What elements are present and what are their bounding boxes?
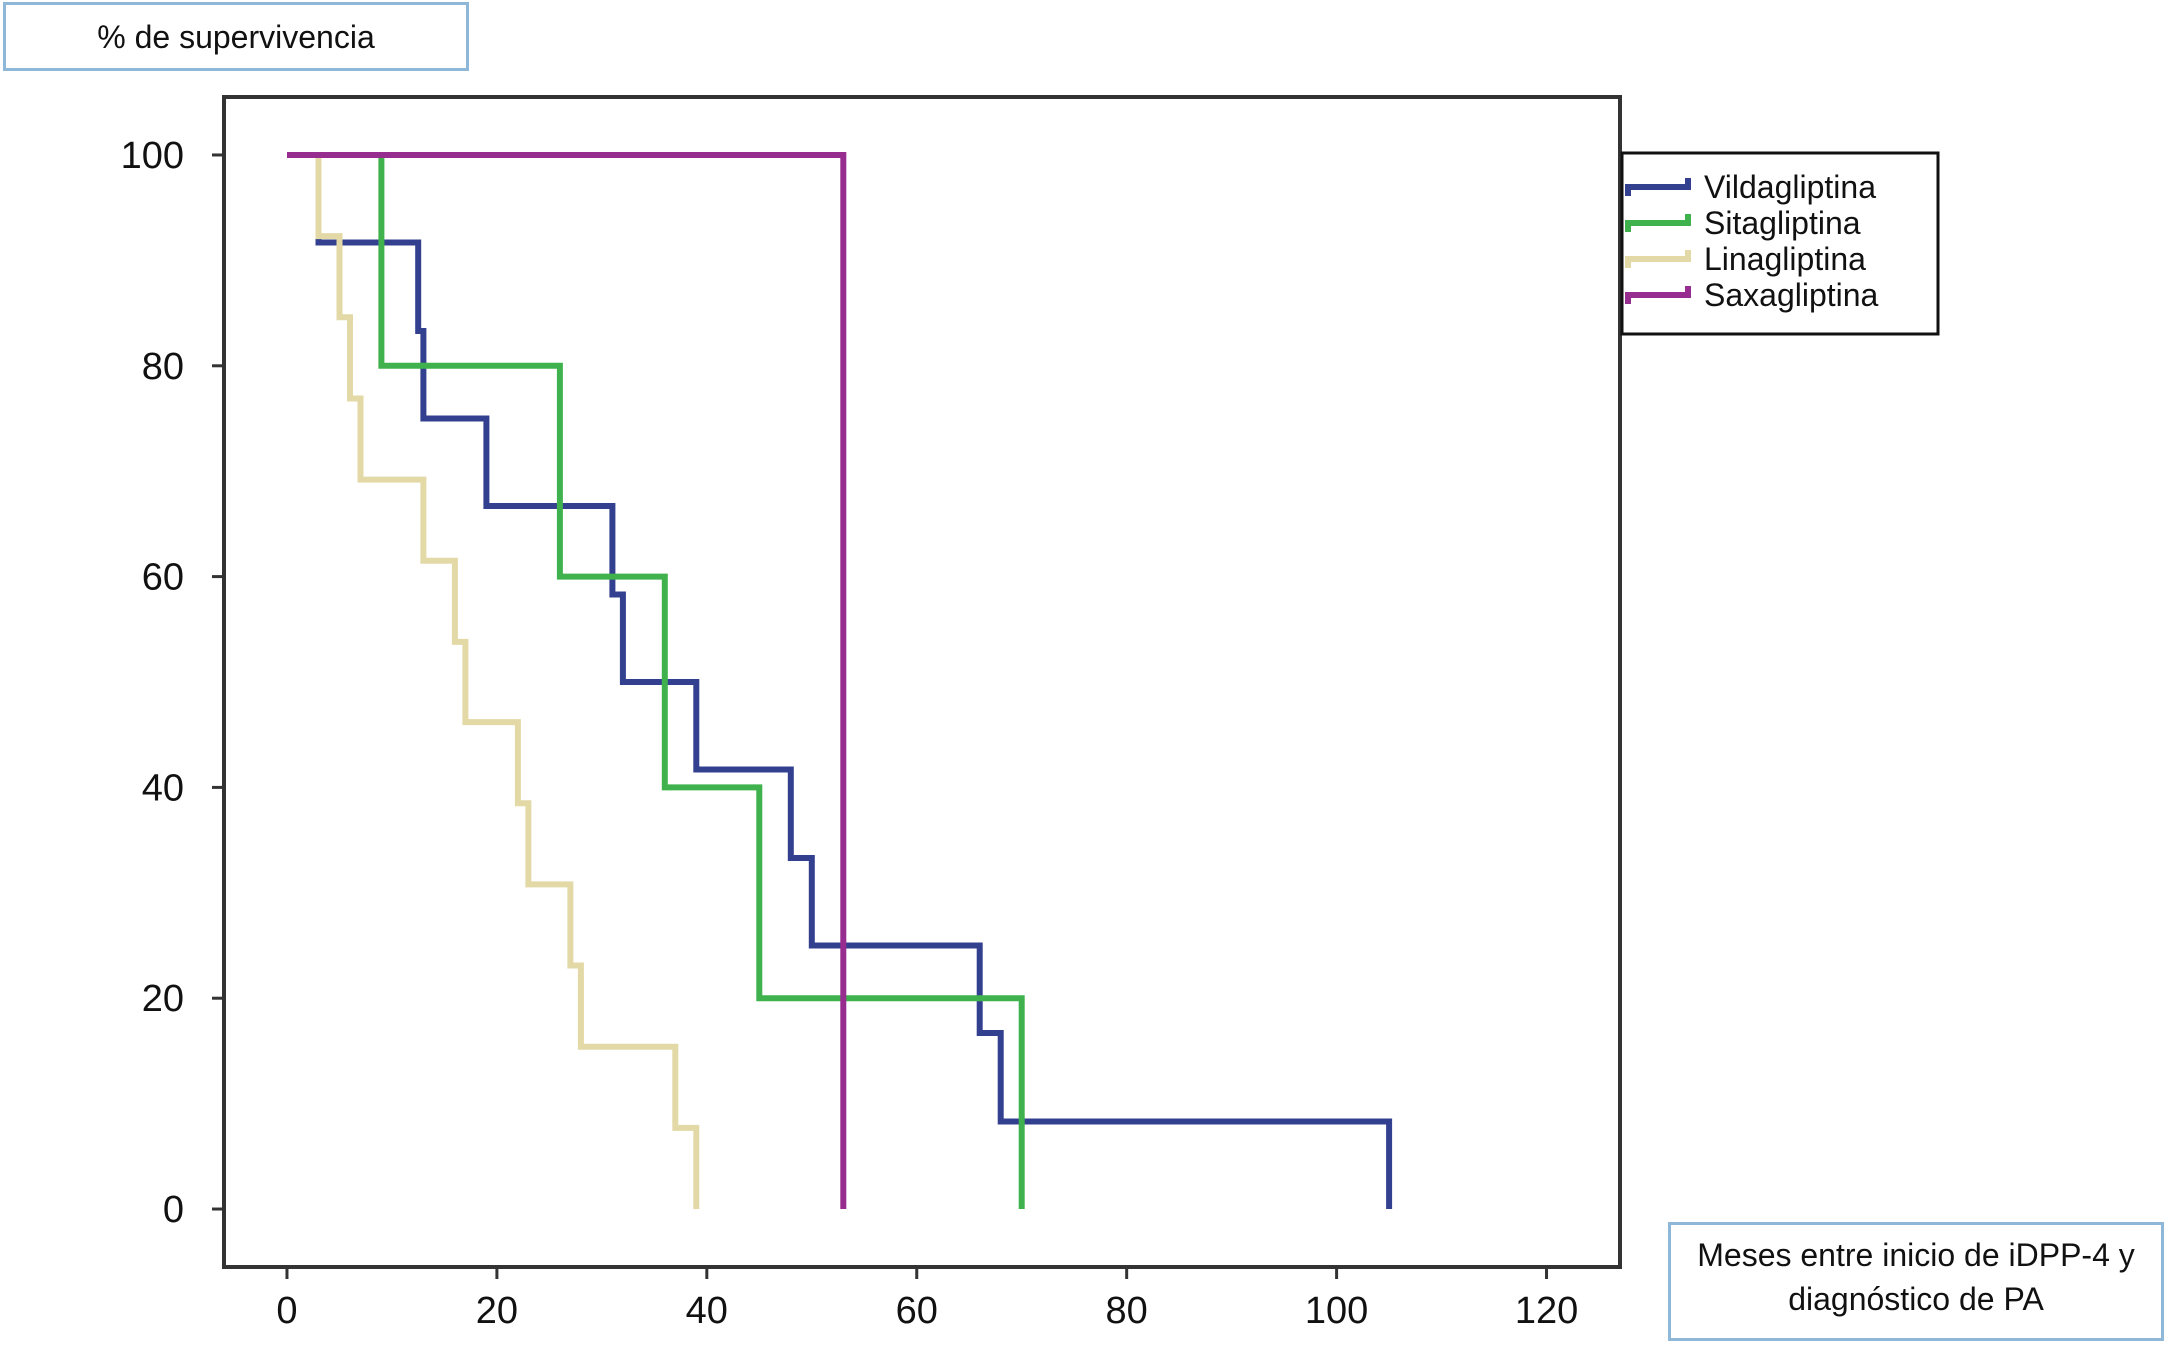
y-tick-label: 80 [142,346,184,388]
y-tick-label: 20 [142,978,184,1020]
x-tick-label: 40 [686,1290,728,1332]
legend-swatch [1625,250,1691,268]
legend-swatch [1625,214,1691,232]
x-tick-label: 20 [476,1290,518,1332]
x-tick-label: 100 [1305,1290,1368,1332]
x-axis-label: Meses entre inicio de iDPP-4 y diagnósti… [1697,1237,2135,1317]
series-line-saxagliptina [287,152,847,1209]
plot-area [222,95,1622,1269]
legend-swatch [1625,178,1691,196]
x-tick-label: 0 [276,1290,297,1332]
series-line-linagliptina [287,152,700,1209]
x-tick-label: 60 [896,1290,938,1332]
legend-label: Saxagliptina [1704,277,1879,313]
y-tick-label: 40 [142,767,184,809]
y-tick-label: 100 [121,135,184,177]
y-axis-label: % de supervivencia [97,19,375,55]
y-tick-label: 0 [163,1189,184,1231]
x-axis-label-box: Meses entre inicio de iDPP-4 y diagnósti… [1668,1222,2164,1341]
y-axis-label-box: % de supervivencia [3,2,469,71]
x-tick-label: 80 [1106,1290,1148,1332]
legend-swatch [1625,286,1691,304]
legend-label: Sitagliptina [1704,205,1861,241]
legend-label: Linagliptina [1704,241,1866,277]
x-tick-label: 120 [1515,1290,1578,1332]
series-line-vildagliptina [315,155,1393,1209]
y-tick-label: 60 [142,557,184,599]
series-line-sitagliptina [378,155,1025,1209]
legend-box [1620,151,1940,336]
legend-label: Vildagliptina [1704,169,1876,205]
